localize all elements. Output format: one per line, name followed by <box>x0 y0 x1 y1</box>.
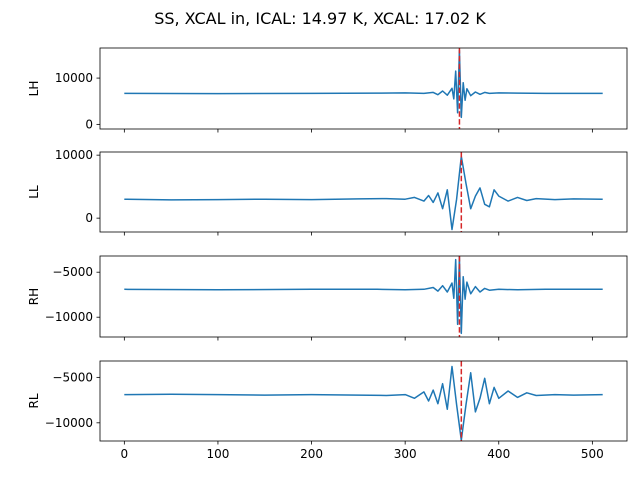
y-axis-label: LL <box>27 185 41 199</box>
y-axis-label: RL <box>27 393 41 408</box>
y-tick-label: −10000 <box>45 416 93 430</box>
panel-rl: −10000 −5000 0 100 200 300 400 500 RL <box>27 360 628 461</box>
axes-frame <box>99 360 628 442</box>
y-axis-label: RH <box>27 288 41 305</box>
figure-title: SS, XCAL in, ICAL: 14.97 K, XCAL: 17.02 … <box>154 9 486 28</box>
data-line-rl-0 <box>124 365 603 441</box>
data-line-ll-0 <box>124 155 603 231</box>
panels: 0 10000 LH 0 10000 LL −10000 −5000 RH −10000 −5000… <box>27 47 628 461</box>
y-axis-label: LH <box>27 81 41 97</box>
data-line-rh-0 <box>124 256 603 335</box>
x-tick-label: 400 <box>487 447 510 461</box>
x-tick-label: 0 <box>121 447 129 461</box>
x-tick-label: 300 <box>394 447 417 461</box>
panel-ll: 0 10000 LL <box>27 148 628 236</box>
y-tick-label: −10000 <box>45 310 93 324</box>
axes-frame <box>99 255 628 338</box>
x-tick-label: 100 <box>206 447 229 461</box>
x-tick-label: 500 <box>581 447 604 461</box>
y-tick-label: 0 <box>85 117 93 131</box>
y-tick-label: −5000 <box>52 265 93 279</box>
x-tick-label: 200 <box>300 447 323 461</box>
axes-frame <box>99 47 628 130</box>
axes-frame <box>99 151 628 233</box>
y-tick-label: −5000 <box>52 370 93 384</box>
panel-rh: −10000 −5000 RH <box>27 255 628 341</box>
data-line-lh-0 <box>124 49 603 119</box>
panel-lh: 0 10000 LH <box>27 47 628 133</box>
y-tick-label: 0 <box>85 211 93 225</box>
y-tick-label: 10000 <box>55 71 93 85</box>
y-tick-label: 10000 <box>55 148 93 162</box>
